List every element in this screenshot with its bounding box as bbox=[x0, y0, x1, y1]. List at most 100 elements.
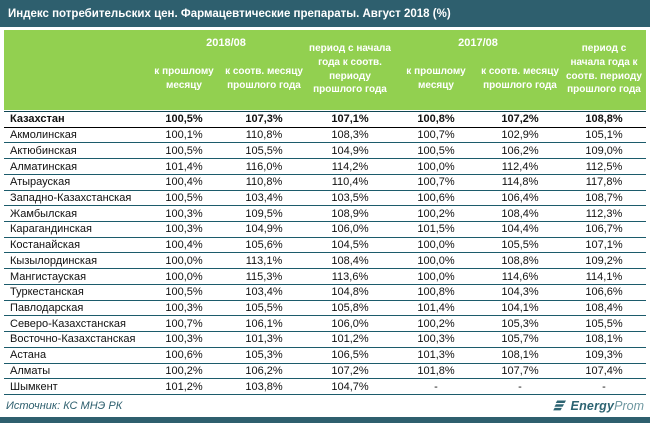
table-row: Туркестанская 100,5% 103,4% 104,8% 100,8… bbox=[4, 285, 646, 301]
region-name-cell: Жамбылская bbox=[10, 207, 78, 220]
value-cell-2017-prev-month: 100,5% bbox=[417, 144, 455, 157]
table-row: Кызылординская 100,0% 113,1% 108,4% 100,… bbox=[4, 253, 646, 270]
header-group-2017: 2017/08 bbox=[458, 36, 498, 49]
value-cell-2017-prev-month: 101,5% bbox=[417, 223, 455, 236]
region-name-cell: Казахстан bbox=[10, 113, 65, 126]
value-cell-2018-same-month: 103,8% bbox=[245, 380, 283, 393]
value-cell-2018-period: 106,0% bbox=[331, 223, 369, 236]
value-cell-2018-same-month: 116,0% bbox=[245, 160, 283, 173]
value-cell-2017-period: 106,6% bbox=[585, 286, 623, 299]
value-cell-2017-same-month: 106,4% bbox=[501, 191, 539, 204]
value-cell-2017-same-month: 104,1% bbox=[501, 301, 539, 314]
region-name-cell: Костанайская bbox=[10, 239, 81, 252]
table-row: Алматы 100,2% 106,2% 107,2% 101,8% 107,7… bbox=[4, 364, 646, 380]
value-cell-2018-same-month: 115,3% bbox=[245, 270, 283, 283]
header-col-prev-month-2018: к прошлому месяцу bbox=[154, 66, 214, 91]
header-col-period-2017: период с начала года к соотв. периоду пр… bbox=[566, 42, 642, 96]
value-cell-2018-prev-month: 100,3% bbox=[165, 301, 203, 314]
value-cell-2018-same-month: 101,3% bbox=[245, 333, 283, 346]
value-cell-2017-prev-month: 100,3% bbox=[417, 333, 455, 346]
value-cell-2018-prev-month: 100,3% bbox=[165, 223, 203, 236]
header-corner-cell bbox=[4, 34, 146, 105]
table-header: 2018/08 период с начала года к соотв. пе… bbox=[4, 30, 646, 110]
value-cell-2018-period: 107,1% bbox=[331, 113, 369, 126]
value-cell-2018-period: 106,5% bbox=[331, 349, 369, 362]
value-cell-2017-prev-month: 100,7% bbox=[417, 176, 455, 189]
value-cell-2017-prev-month: 100,0% bbox=[417, 270, 455, 283]
energyprom-logo: EnergyProm bbox=[552, 399, 644, 414]
table-row: Атырауская 100,4% 110,8% 110,4% 100,7% 1… bbox=[4, 175, 646, 191]
value-cell-2017-period: 105,5% bbox=[585, 317, 623, 330]
logo-text-energy: Energy bbox=[570, 399, 615, 414]
bottom-accent-bar bbox=[0, 417, 650, 423]
value-cell-2017-same-month: 105,5% bbox=[501, 239, 539, 252]
value-cell-2017-prev-month: 100,0% bbox=[417, 160, 455, 173]
value-cell-2017-prev-month: - bbox=[434, 380, 438, 393]
region-name-cell: Астана bbox=[10, 349, 47, 362]
region-name-cell: Восточно-Казахстанская bbox=[10, 333, 136, 346]
value-cell-2018-period: 104,5% bbox=[331, 239, 369, 252]
region-name-cell: Павлодарская bbox=[10, 301, 84, 314]
header-col-prev-month-2017: к прошлому месяцу bbox=[406, 66, 466, 91]
region-name-cell: Северо-Казахстанская bbox=[10, 317, 126, 330]
logo-text-prom: Prom bbox=[614, 399, 644, 414]
value-cell-2018-period: 104,9% bbox=[331, 144, 369, 157]
value-cell-2018-same-month: 113,1% bbox=[245, 254, 283, 267]
region-name-cell: Алматинская bbox=[10, 160, 78, 173]
value-cell-2018-prev-month: 100,2% bbox=[165, 364, 203, 377]
value-cell-2017-period: 105,1% bbox=[585, 129, 623, 142]
value-cell-2017-period: 114,1% bbox=[585, 270, 623, 283]
value-cell-2018-same-month: 105,6% bbox=[245, 239, 283, 252]
region-name-cell: Западно-Казахстанская bbox=[10, 191, 132, 204]
value-cell-2017-period: 109,3% bbox=[585, 349, 623, 362]
region-name-cell: Алматы bbox=[10, 364, 51, 377]
value-cell-2018-period: 104,7% bbox=[331, 380, 369, 393]
region-name-cell: Акмолинская bbox=[10, 129, 77, 142]
value-cell-2018-same-month: 104,9% bbox=[245, 223, 283, 236]
table-row: Павлодарская 100,3% 105,5% 105,8% 101,4%… bbox=[4, 301, 646, 317]
value-cell-2018-same-month: 110,8% bbox=[245, 129, 283, 142]
value-cell-2017-same-month: 108,1% bbox=[501, 349, 539, 362]
value-cell-2018-prev-month: 100,5% bbox=[165, 286, 203, 299]
value-cell-2018-prev-month: 100,7% bbox=[165, 317, 203, 330]
region-name-cell: Туркестанская bbox=[10, 286, 84, 299]
header-col-same-month-2018: к соотв. месяцу прошлого года bbox=[225, 66, 303, 91]
value-cell-2017-prev-month: 100,7% bbox=[417, 129, 455, 142]
value-cell-2017-period: 106,7% bbox=[585, 223, 623, 236]
value-cell-2018-same-month: 103,4% bbox=[245, 191, 283, 204]
value-cell-2018-period: 104,8% bbox=[331, 286, 369, 299]
value-cell-2018-same-month: 109,5% bbox=[245, 207, 283, 220]
value-cell-2018-period: 107,2% bbox=[331, 364, 369, 377]
table-row: Северо-Казахстанская 100,7% 106,1% 106,0… bbox=[4, 316, 646, 333]
value-cell-2017-prev-month: 100,8% bbox=[417, 286, 455, 299]
value-cell-2017-same-month: 108,4% bbox=[501, 207, 539, 220]
value-cell-2017-prev-month: 100,0% bbox=[417, 239, 455, 252]
value-cell-2018-prev-month: 100,3% bbox=[165, 333, 203, 346]
value-cell-2017-prev-month: 100,6% bbox=[417, 191, 455, 204]
value-cell-2018-period: 101,2% bbox=[331, 333, 369, 346]
value-cell-2018-prev-month: 101,2% bbox=[165, 380, 203, 393]
value-cell-2017-same-month: 106,2% bbox=[501, 144, 539, 157]
value-cell-2018-prev-month: 100,6% bbox=[165, 349, 203, 362]
value-cell-2018-period: 108,3% bbox=[331, 129, 369, 142]
table-row: Алматинская 101,4% 116,0% 114,2% 100,0% … bbox=[4, 159, 646, 175]
region-name-cell: Карагандинская bbox=[10, 223, 92, 236]
value-cell-2018-prev-month: 100,0% bbox=[165, 270, 203, 283]
value-cell-2017-same-month: 107,7% bbox=[501, 364, 539, 377]
value-cell-2018-period: 103,5% bbox=[331, 191, 369, 204]
value-cell-2017-period: 107,1% bbox=[585, 239, 623, 252]
value-cell-2018-period: 113,6% bbox=[331, 270, 369, 283]
value-cell-2018-same-month: 106,2% bbox=[245, 364, 283, 377]
table-row: Костанайская 100,4% 105,6% 104,5% 100,0%… bbox=[4, 238, 646, 254]
value-cell-2017-prev-month: 101,4% bbox=[417, 301, 455, 314]
region-name-cell: Мангистауская bbox=[10, 270, 87, 283]
value-cell-2017-prev-month: 100,8% bbox=[417, 113, 455, 126]
value-cell-2018-prev-month: 100,1% bbox=[165, 129, 203, 142]
table-row: Шымкент 101,2% 103,8% 104,7% - - - bbox=[4, 379, 646, 395]
value-cell-2018-period: 110,4% bbox=[331, 176, 369, 189]
region-name-cell: Актюбинская bbox=[10, 144, 77, 157]
value-cell-2018-prev-month: 100,4% bbox=[165, 176, 203, 189]
table-row: Западно-Казахстанская 100,5% 103,4% 103,… bbox=[4, 191, 646, 207]
footer: Источник: КС МНЭ РК EnergyProm bbox=[6, 397, 644, 416]
title-text: Индекс потребительских цен. Фармацевтиче… bbox=[8, 7, 451, 20]
